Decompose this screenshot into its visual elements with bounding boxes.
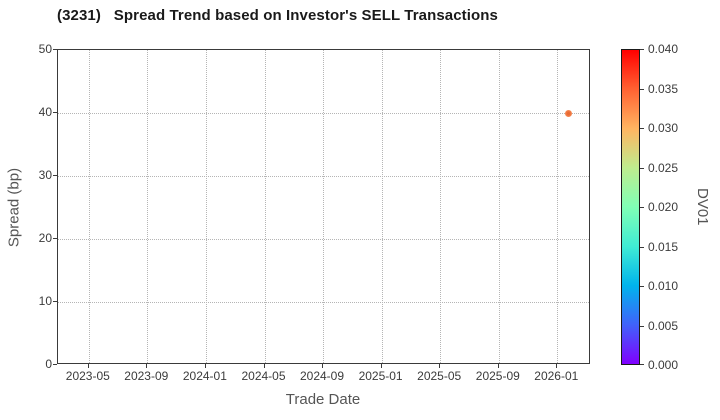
x-gridline <box>498 50 500 363</box>
y-tick-mark <box>53 49 57 50</box>
colorbar-tick-mark <box>640 364 644 365</box>
y-tick-mark <box>53 175 57 176</box>
x-tick-label: 2024-05 <box>241 369 286 383</box>
x-tick-mark <box>146 364 148 368</box>
colorbar-tick-mark <box>640 167 644 169</box>
x-tick-mark <box>263 364 265 368</box>
x-tick-label: 2023-05 <box>65 369 110 383</box>
x-tick-label: 2025-01 <box>358 369 403 383</box>
colorbar-axis-label: DV01 <box>694 188 711 226</box>
colorbar-tick-mark <box>640 49 644 50</box>
x-gridline <box>147 50 149 363</box>
colorbar-tick-mark <box>640 88 644 90</box>
colorbar-tick-label: 0.020 <box>648 200 679 214</box>
x-tick-label: 2024-01 <box>182 369 227 383</box>
colorbar-tick-label: 0.040 <box>648 42 679 56</box>
colorbar-tick-label: 0.035 <box>648 81 679 96</box>
y-tick-mark <box>53 364 57 365</box>
colorbar-tick-label: 0.000 <box>648 358 679 372</box>
y-tick-label: 50 <box>38 42 52 56</box>
x-tick-mark <box>380 364 382 368</box>
x-gridline <box>557 50 559 363</box>
x-tick-label: 2025-09 <box>475 369 520 383</box>
colorbar-tick-mark <box>640 325 644 327</box>
y-tick-label: 20 <box>38 231 52 245</box>
chart-title: (3231) Spread Trend based on Investor's … <box>57 7 498 24</box>
scatter-data-point <box>564 109 572 117</box>
x-gridline <box>381 50 383 363</box>
x-gridline <box>264 50 266 363</box>
y-gridline <box>58 113 589 114</box>
x-tick-mark <box>204 364 206 368</box>
x-tick-label: 2025-05 <box>417 369 462 383</box>
y-gridline <box>58 176 589 177</box>
colorbar-tick-label: 0.015 <box>648 239 679 254</box>
y-tick-mark <box>53 238 57 239</box>
x-tick-mark <box>497 364 499 368</box>
colorbar-tick-mark <box>640 286 644 287</box>
plot-area <box>57 49 590 364</box>
x-gridline <box>440 50 442 363</box>
x-axis-label: Trade Date <box>285 391 361 408</box>
x-tick-label: 2024-09 <box>299 369 345 383</box>
x-tick-label: 2023-09 <box>124 369 169 383</box>
y-tick-label: 40 <box>38 105 52 119</box>
colorbar-tick-label: 0.010 <box>648 279 679 293</box>
colorbar-tick-label: 0.025 <box>648 160 679 175</box>
colorbar-tick-mark <box>640 246 644 248</box>
colorbar <box>621 49 640 365</box>
x-tick-mark <box>556 364 558 368</box>
y-tick-label: 30 <box>38 168 52 182</box>
colorbar-tick-mark <box>640 207 644 208</box>
x-tick-label: 2026-01 <box>534 369 579 383</box>
colorbar-tick-label: 0.005 <box>648 318 679 333</box>
x-gridline <box>205 50 207 363</box>
y-axis-label: Spread (bp) <box>5 167 23 248</box>
x-tick-mark <box>322 364 323 368</box>
x-gridline <box>88 50 90 363</box>
colorbar-tick-label: 0.030 <box>648 121 679 135</box>
y-tick-label: 10 <box>38 294 52 308</box>
colorbar-tick-mark <box>640 128 644 129</box>
y-tick-mark <box>53 112 57 113</box>
x-gridline <box>323 50 324 363</box>
y-tick-label: 0 <box>45 357 52 371</box>
x-tick-mark <box>439 364 441 368</box>
y-gridline <box>58 239 589 240</box>
y-tick-mark <box>53 301 57 302</box>
x-tick-mark <box>87 364 89 368</box>
y-gridline <box>58 302 589 303</box>
